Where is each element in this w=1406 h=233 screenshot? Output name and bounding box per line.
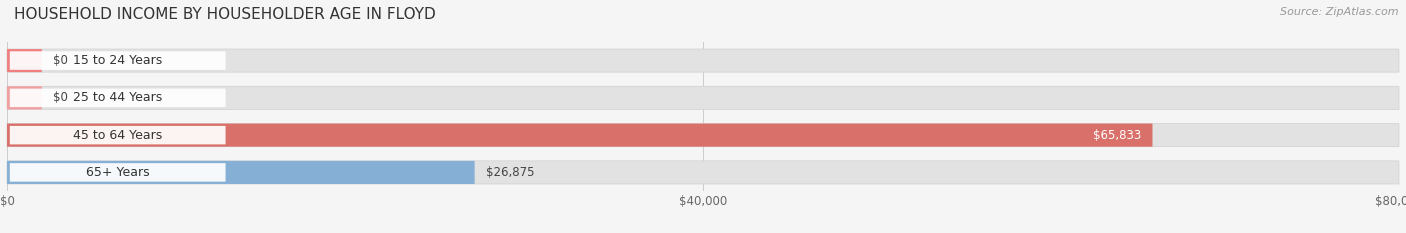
Text: HOUSEHOLD INCOME BY HOUSEHOLDER AGE IN FLOYD: HOUSEHOLD INCOME BY HOUSEHOLDER AGE IN F… [14,7,436,22]
Text: 65+ Years: 65+ Years [86,166,149,179]
FancyBboxPatch shape [7,161,475,184]
FancyBboxPatch shape [7,49,42,72]
Text: $26,875: $26,875 [485,166,534,179]
FancyBboxPatch shape [10,51,225,70]
FancyBboxPatch shape [7,123,1153,147]
Text: 45 to 64 Years: 45 to 64 Years [73,129,162,142]
FancyBboxPatch shape [7,86,1399,110]
FancyBboxPatch shape [10,163,225,182]
FancyBboxPatch shape [10,89,225,107]
FancyBboxPatch shape [7,49,1399,72]
Text: $0: $0 [53,54,67,67]
FancyBboxPatch shape [7,123,1399,147]
Text: $0: $0 [53,91,67,104]
Text: 15 to 24 Years: 15 to 24 Years [73,54,162,67]
FancyBboxPatch shape [7,86,42,110]
Text: $65,833: $65,833 [1092,129,1142,142]
Text: Source: ZipAtlas.com: Source: ZipAtlas.com [1281,7,1399,17]
FancyBboxPatch shape [7,161,1399,184]
FancyBboxPatch shape [10,126,225,144]
Text: 25 to 44 Years: 25 to 44 Years [73,91,162,104]
